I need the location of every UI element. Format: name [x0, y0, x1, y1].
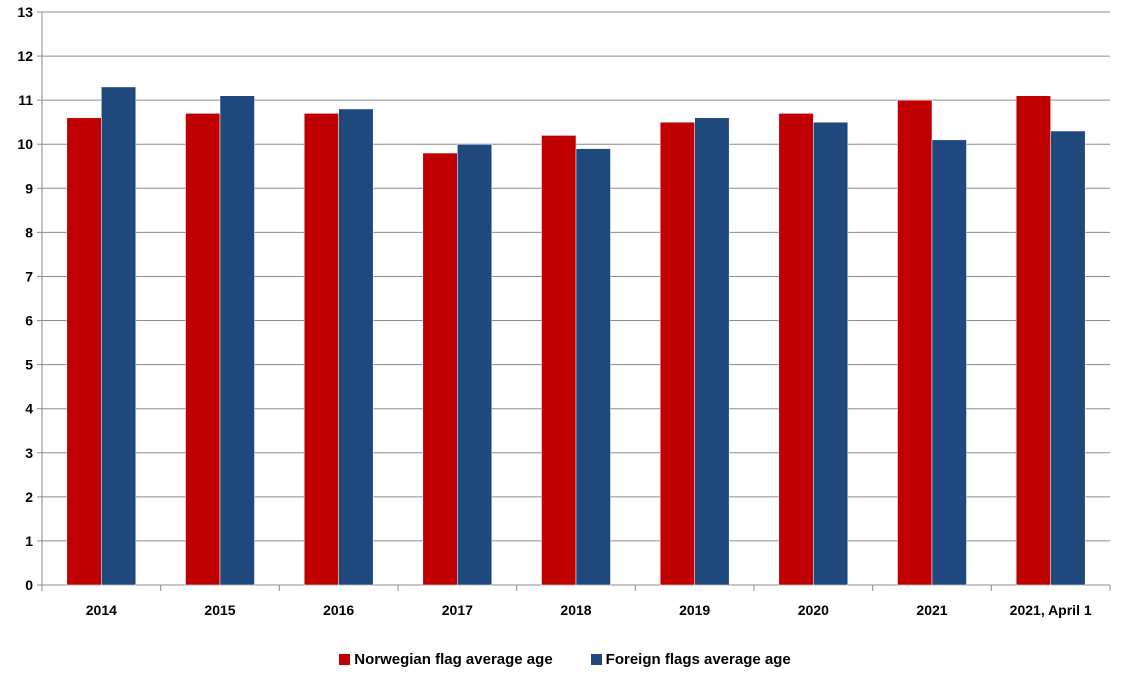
- y-tick-label: 2: [25, 489, 33, 505]
- x-tick-label: 2014: [86, 602, 117, 618]
- x-tick-label: 2021: [916, 602, 947, 618]
- bar-norwegian-1: [186, 113, 221, 585]
- y-tick-label: 12: [17, 48, 33, 64]
- bar-norwegian-0: [67, 118, 102, 585]
- y-tick-label: 1: [25, 533, 33, 549]
- y-tick-label: 13: [17, 4, 33, 20]
- bar-norwegian-5: [660, 122, 695, 585]
- bar-norwegian-4: [542, 135, 577, 585]
- bar-norwegian-8: [1016, 96, 1051, 585]
- y-tick-label: 5: [25, 357, 33, 373]
- legend: Norwegian flag average age Foreign flags…: [0, 651, 1130, 668]
- bar-foreign-0: [101, 87, 136, 585]
- x-tick-label: 2015: [204, 602, 235, 618]
- x-tick-label: 2019: [679, 602, 710, 618]
- bar-foreign-7: [932, 140, 967, 585]
- legend-swatch-foreign: [591, 654, 602, 665]
- y-tick-label: 8: [25, 224, 33, 240]
- bar-foreign-6: [813, 122, 848, 585]
- bar-norwegian-3: [423, 153, 458, 585]
- bar-norwegian-7: [898, 100, 933, 585]
- x-tick-label: 2020: [798, 602, 829, 618]
- y-tick-label: 7: [25, 268, 33, 284]
- y-tick-label: 0: [25, 577, 33, 593]
- x-tick-label: 2016: [323, 602, 354, 618]
- bar-foreign-3: [457, 144, 492, 585]
- bar-foreign-8: [1051, 131, 1086, 585]
- legend-item-norwegian: Norwegian flag average age: [339, 651, 552, 668]
- x-tick-label: 2018: [560, 602, 591, 618]
- x-tick-label: 2021, April 1: [1010, 602, 1092, 618]
- legend-label-norwegian: Norwegian flag average age: [354, 651, 552, 668]
- bar-foreign-5: [695, 118, 730, 585]
- x-tick-label: 2017: [442, 602, 473, 618]
- y-tick-label: 4: [25, 401, 33, 417]
- bar-foreign-1: [220, 96, 255, 585]
- legend-label-foreign: Foreign flags average age: [606, 651, 791, 668]
- y-tick-label: 9: [25, 180, 33, 196]
- y-tick-label: 3: [25, 445, 33, 461]
- y-tick-label: 6: [25, 313, 33, 329]
- bar-foreign-4: [576, 149, 611, 585]
- bar-foreign-2: [339, 109, 374, 585]
- y-tick-label: 10: [17, 136, 33, 152]
- legend-item-foreign: Foreign flags average age: [591, 651, 791, 668]
- y-tick-label: 11: [18, 92, 33, 108]
- bar-norwegian-2: [304, 113, 339, 585]
- legend-swatch-norwegian: [339, 654, 350, 665]
- bar-norwegian-6: [779, 113, 814, 585]
